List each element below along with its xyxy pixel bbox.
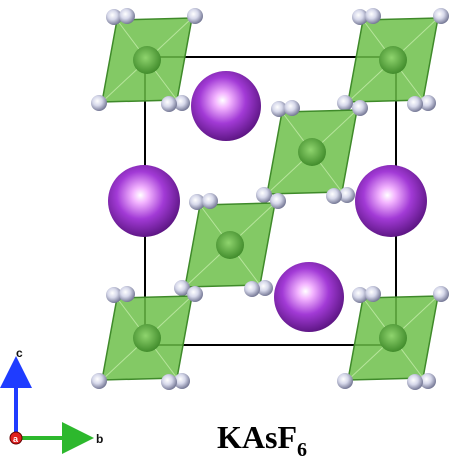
fluorine-atom xyxy=(189,194,205,210)
fluorine-atom xyxy=(352,9,368,25)
potassium-atom xyxy=(274,262,344,332)
formula-base: KAsF xyxy=(217,419,297,455)
fluorine-atom xyxy=(119,286,135,302)
formula-label: KAsF6 xyxy=(217,419,307,459)
fluorine-atom xyxy=(174,280,190,296)
arsenic-atom xyxy=(216,231,244,259)
b-axis-label: b xyxy=(96,432,103,446)
fluorine-atom xyxy=(433,286,449,302)
asf6-octahedron xyxy=(337,286,449,390)
fluorine-atom xyxy=(337,373,353,389)
axis-triad: c b a xyxy=(0,346,103,454)
fluorine-atom xyxy=(161,96,177,112)
fluorine-atom xyxy=(365,8,381,24)
fluorine-atom xyxy=(256,187,272,203)
potassium-atoms xyxy=(108,71,427,332)
asf6-octahedra xyxy=(91,8,449,390)
fluorine-atom xyxy=(91,95,107,111)
asf6-octahedron xyxy=(256,100,368,204)
fluorine-atom xyxy=(106,287,122,303)
fluorine-atom xyxy=(244,281,260,297)
potassium-atom xyxy=(355,165,427,237)
asf6-octahedron xyxy=(91,286,203,390)
arsenic-atom xyxy=(379,324,407,352)
a-axis-marker xyxy=(9,431,23,445)
fluorine-atom xyxy=(433,8,449,24)
asf6-octahedron xyxy=(337,8,449,112)
formula-subscript: 6 xyxy=(297,439,307,459)
potassium-atom xyxy=(108,165,180,237)
fluorine-atom xyxy=(352,100,368,116)
fluorine-atom xyxy=(187,8,203,24)
fluorine-atom xyxy=(202,193,218,209)
asf6-octahedron xyxy=(91,8,203,112)
fluorine-atom xyxy=(407,374,423,390)
fluorine-atom xyxy=(187,286,203,302)
arsenic-atom xyxy=(298,138,326,166)
c-axis-label: c xyxy=(16,346,23,360)
fluorine-atom xyxy=(352,287,368,303)
fluorine-atom xyxy=(339,187,355,203)
fluorine-atom xyxy=(174,373,190,389)
fluorine-atom xyxy=(91,373,107,389)
arsenic-atom xyxy=(133,46,161,74)
fluorine-atom xyxy=(284,100,300,116)
potassium-atom xyxy=(191,71,261,141)
fluorine-atom xyxy=(106,9,122,25)
asf6-octahedron xyxy=(174,193,286,297)
fluorine-atom xyxy=(337,95,353,111)
fluorine-atom xyxy=(365,286,381,302)
fluorine-atom xyxy=(119,8,135,24)
arsenic-atom xyxy=(133,324,161,352)
fluorine-atom xyxy=(420,95,436,111)
fluorine-atom xyxy=(420,373,436,389)
arsenic-atom xyxy=(379,46,407,74)
fluorine-atom xyxy=(174,95,190,111)
fluorine-atom xyxy=(271,101,287,117)
fluorine-atom xyxy=(161,374,177,390)
fluorine-atom xyxy=(257,280,273,296)
fluorine-atom xyxy=(270,193,286,209)
fluorine-atom xyxy=(326,188,342,204)
fluorine-atom xyxy=(407,96,423,112)
a-axis-label: a xyxy=(13,434,19,444)
